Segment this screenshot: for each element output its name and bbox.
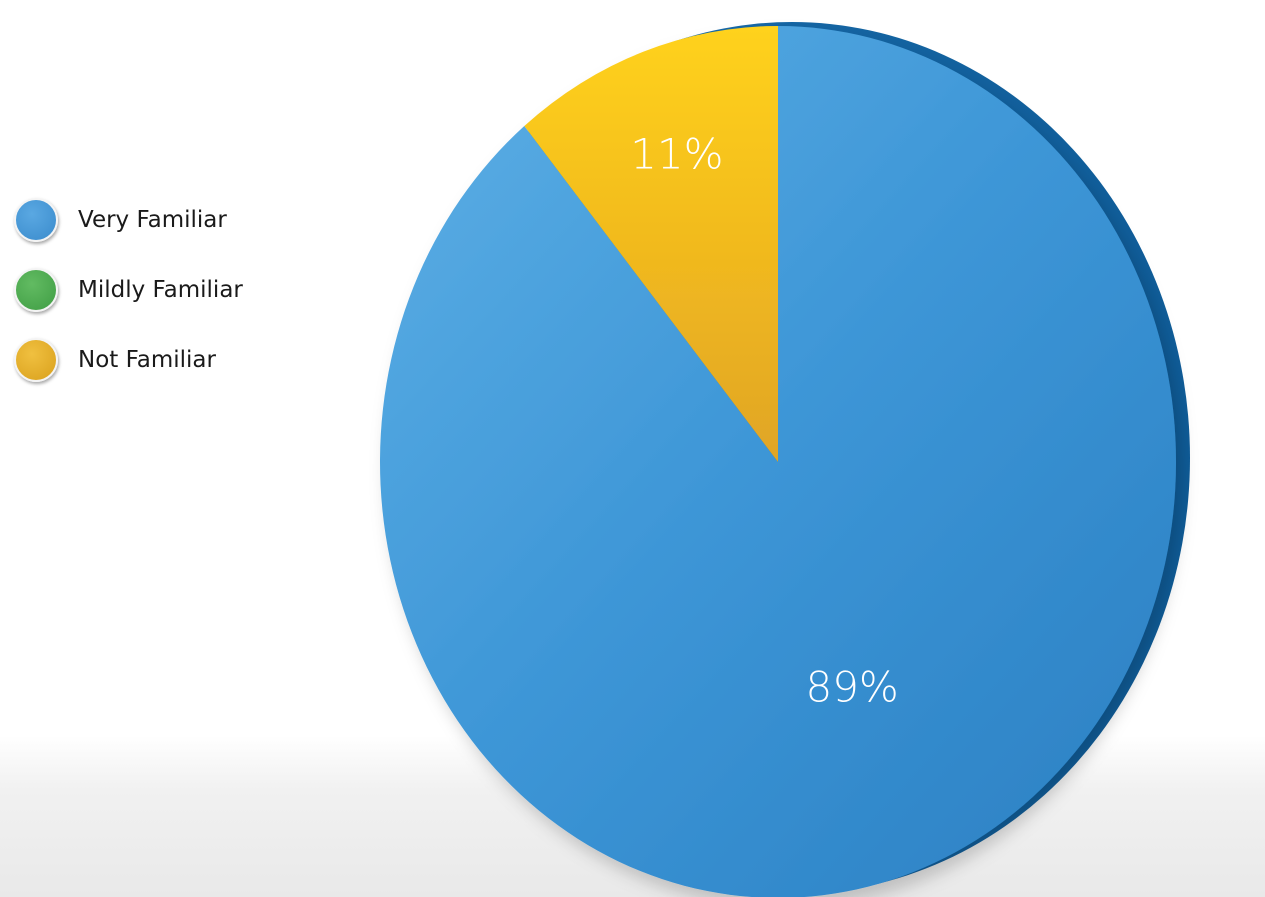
legend-label-very-familiar: Very Familiar	[78, 207, 227, 233]
legend-swatch-mildly-familiar	[14, 268, 58, 312]
data-label-not-familiar: 11%	[630, 129, 723, 178]
data-label-very-familiar: 89%	[805, 663, 898, 712]
pie-slice-not-familiar	[524, 26, 778, 462]
legend-swatch-not-familiar	[14, 338, 58, 382]
pie-data-labels: 89% 11%	[630, 129, 899, 711]
pie-slices	[380, 26, 1176, 897]
pie-slice-very-familiar	[380, 26, 1176, 897]
chart-legend: Very Familiar Mildly Familiar Not Famili…	[14, 196, 243, 406]
legend-item-mildly-familiar: Mildly Familiar	[14, 266, 243, 314]
legend-swatch-very-familiar	[14, 198, 58, 242]
legend-label-mildly-familiar: Mildly Familiar	[78, 277, 243, 303]
legend-item-very-familiar: Very Familiar	[14, 196, 243, 244]
legend-item-not-familiar: Not Familiar	[14, 336, 243, 384]
legend-label-not-familiar: Not Familiar	[78, 347, 216, 373]
